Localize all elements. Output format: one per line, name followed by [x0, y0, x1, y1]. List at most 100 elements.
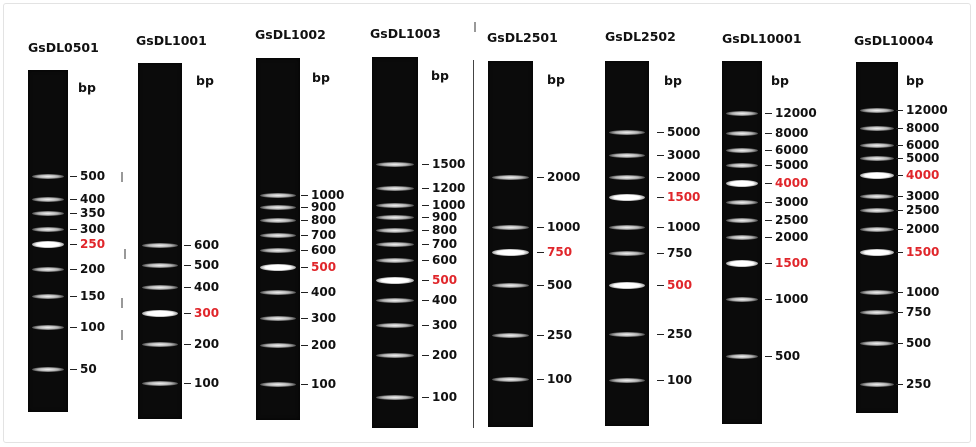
band-tick [70, 327, 77, 328]
band-tick [301, 267, 308, 268]
band-size-label: 8000 [775, 126, 809, 140]
dna-band [32, 174, 64, 179]
band-tick [657, 132, 664, 133]
dna-band [492, 225, 529, 230]
dna-band [142, 285, 178, 290]
band-size-label: 1500 [432, 157, 466, 171]
band-tick [70, 296, 77, 297]
band-tick [301, 235, 308, 236]
ladder-title: GsDL1002 [255, 27, 326, 42]
dna-band [376, 228, 414, 233]
band-tick [537, 335, 544, 336]
band-size-label: 300 [311, 311, 337, 325]
dna-band [32, 197, 64, 202]
dna-band [609, 130, 645, 135]
band-size-label: 2000 [906, 222, 940, 236]
band-tick [537, 227, 544, 228]
dna-band [260, 205, 296, 210]
dna-band [32, 267, 64, 272]
band-tick [70, 369, 77, 370]
band-tick [301, 220, 308, 221]
band-tick [70, 244, 77, 245]
band-size-label: 100 [547, 372, 573, 386]
band-tick [537, 252, 544, 253]
edge-artifact [121, 298, 123, 308]
gel-lane [856, 62, 898, 413]
dna-band [609, 282, 645, 289]
band-tick [301, 207, 308, 208]
band-tick [184, 344, 191, 345]
band-tick [765, 150, 772, 151]
band-tick [301, 292, 308, 293]
band-size-label: 900 [311, 200, 337, 214]
band-tick [765, 299, 772, 300]
band-tick [765, 220, 772, 221]
band-tick [765, 183, 772, 184]
band-size-label: 3000 [775, 195, 809, 209]
band-tick [422, 244, 429, 245]
dna-band [492, 249, 529, 256]
band-tick [896, 229, 903, 230]
band-tick [422, 188, 429, 189]
band-tick [422, 300, 429, 301]
gel-lane [28, 70, 68, 412]
band-tick [896, 343, 903, 344]
band-size-label: 600 [311, 243, 337, 257]
band-tick [896, 292, 903, 293]
band-tick [70, 199, 77, 200]
dna-band [260, 248, 296, 253]
band-tick [896, 252, 903, 253]
band-tick [422, 280, 429, 281]
band-size-label: 200 [80, 262, 106, 276]
panel-divider [473, 60, 474, 428]
dna-band [860, 341, 894, 346]
band-tick [896, 312, 903, 313]
dna-band [860, 126, 894, 131]
dna-band [609, 153, 645, 158]
band-size-label: 750 [906, 305, 932, 319]
band-tick [765, 133, 772, 134]
dna-band [260, 316, 296, 321]
bp-unit-label: bp [771, 73, 789, 88]
band-size-label: 800 [432, 223, 458, 237]
band-size-label: 750 [667, 246, 693, 260]
band-size-label: 250 [80, 237, 106, 251]
band-tick [537, 285, 544, 286]
dna-band [726, 163, 758, 168]
dna-band [860, 227, 894, 232]
dna-band [860, 208, 894, 213]
band-size-label: 1500 [667, 190, 701, 204]
band-tick [896, 145, 903, 146]
band-tick [422, 217, 429, 218]
dna-band [726, 260, 758, 267]
band-tick [422, 355, 429, 356]
band-tick [422, 230, 429, 231]
bp-unit-label: bp [78, 80, 96, 95]
band-size-label: 2500 [775, 213, 809, 227]
bp-unit-label: bp [431, 68, 449, 83]
band-tick [422, 397, 429, 398]
ladder-title: GsDL2502 [605, 29, 676, 44]
band-size-label: 100 [667, 373, 693, 387]
band-size-label: 500 [547, 278, 573, 292]
ladder-title: GsDL10004 [854, 33, 934, 48]
band-tick [657, 334, 664, 335]
dna-band [726, 200, 758, 205]
band-tick [301, 384, 308, 385]
band-size-label: 5000 [906, 151, 940, 165]
bp-unit-label: bp [547, 72, 565, 87]
band-size-label: 12000 [906, 103, 948, 117]
band-size-label: 900 [432, 210, 458, 224]
dna-band [376, 298, 414, 303]
band-size-label: 750 [547, 245, 573, 259]
dna-band [142, 342, 178, 347]
dna-band [609, 332, 645, 337]
band-size-label: 250 [667, 327, 693, 341]
dna-band [860, 143, 894, 148]
band-size-label: 100 [80, 320, 106, 334]
band-size-label: 600 [194, 238, 220, 252]
dna-band [260, 218, 296, 223]
dna-band [142, 381, 178, 386]
band-size-label: 2000 [547, 170, 581, 184]
dna-band [376, 395, 414, 400]
